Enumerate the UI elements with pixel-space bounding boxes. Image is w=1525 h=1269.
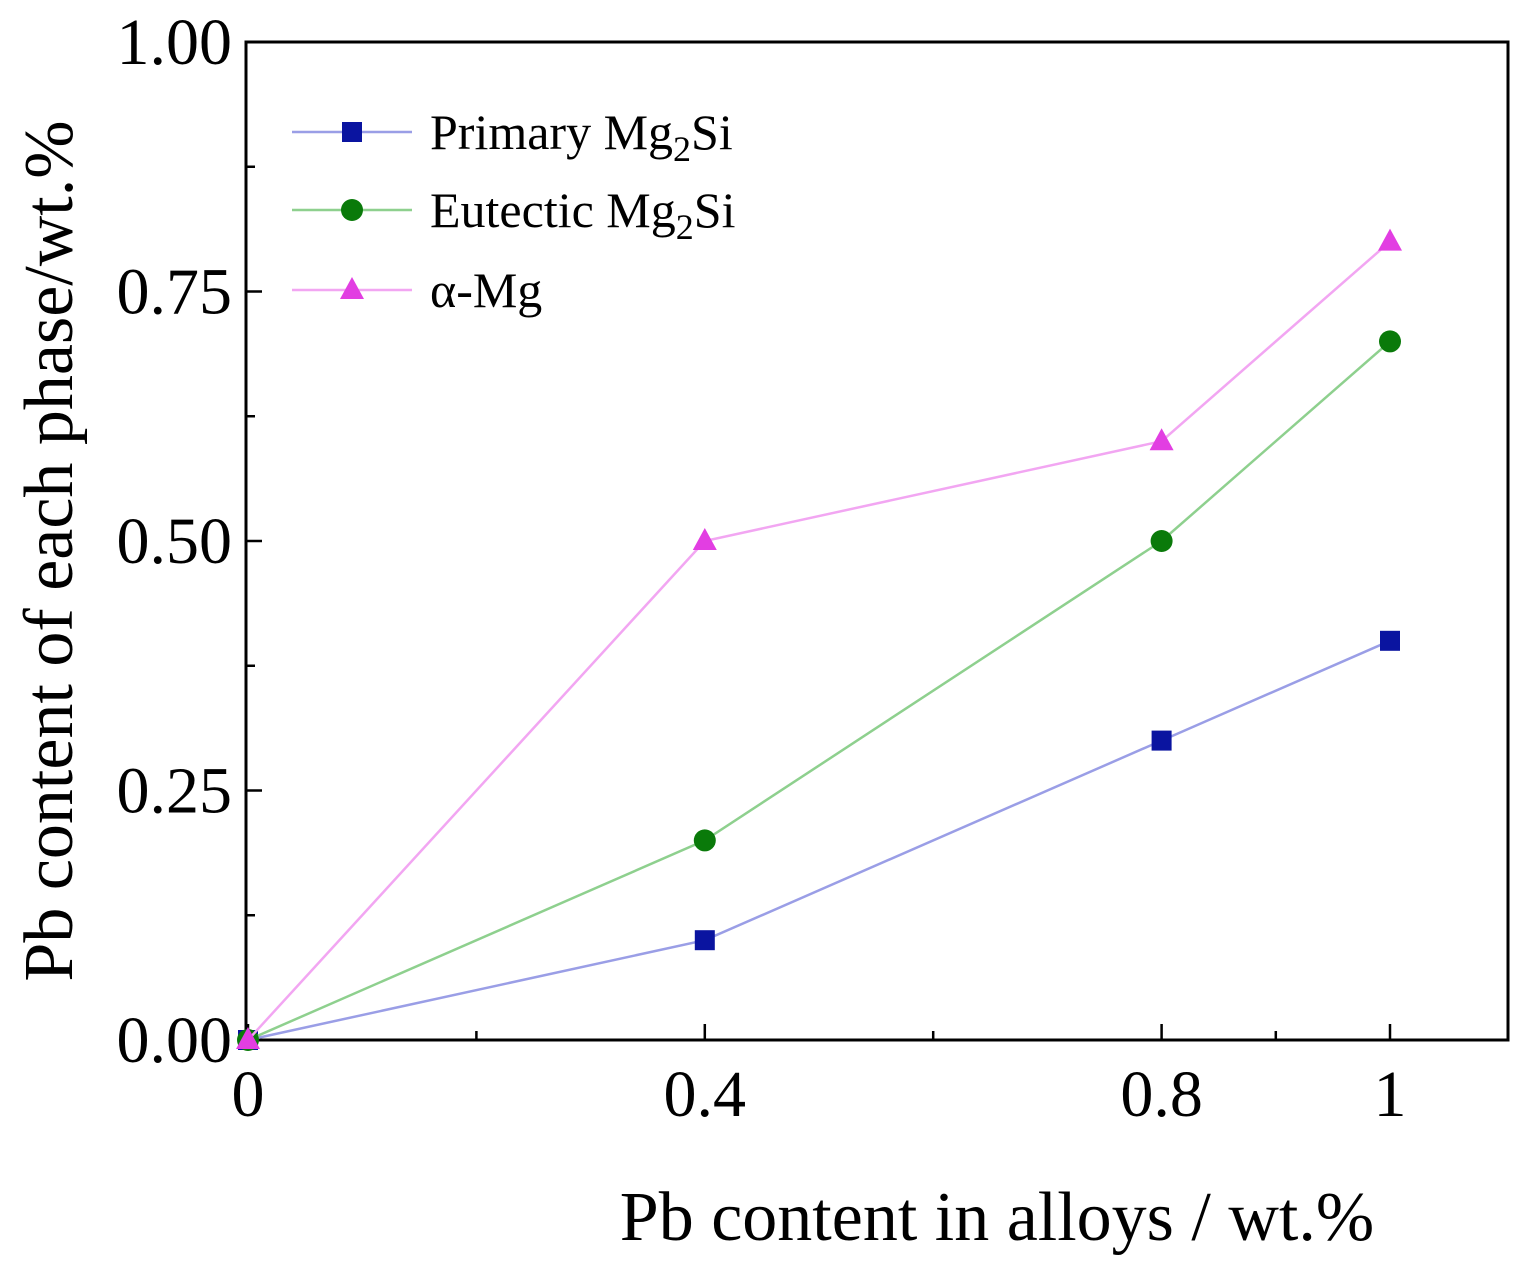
- data-point: [1151, 730, 1172, 751]
- legend-label: Eutectic Mg2Si: [430, 182, 735, 247]
- data-point: [1149, 428, 1174, 451]
- y-tick-label: 0.50: [117, 505, 233, 578]
- y-tick-label: 0.00: [117, 1004, 233, 1077]
- x-tick-label: 0.8: [1120, 1058, 1203, 1131]
- data-point: [1378, 228, 1402, 251]
- x-tick-label: 1: [1374, 1058, 1407, 1131]
- data-point: [693, 829, 716, 852]
- data-point: [236, 1027, 260, 1049]
- series-line-1: [247, 340, 1391, 1042]
- data-point: [692, 528, 717, 550]
- legend-item: Eutectic Mg2Si: [292, 182, 735, 247]
- y-tick-label: 0.75: [117, 256, 233, 329]
- y-tick-label: 0.25: [117, 755, 233, 828]
- data-point: [1380, 630, 1400, 651]
- series-line-2: [247, 240, 1391, 1041]
- data-point: [1150, 530, 1173, 552]
- legend-label: α-Mg: [430, 262, 542, 318]
- x-tick-label: 0.4: [664, 1058, 747, 1131]
- data-point: [694, 930, 715, 951]
- legend-label: Primary Mg2Si: [430, 104, 733, 169]
- data-point: [1379, 330, 1401, 353]
- legend-marker: [342, 122, 362, 142]
- y-axis-title: Pb content of each phase/wt.%: [11, 120, 88, 981]
- legend-item: α-Mg: [292, 262, 542, 318]
- x-tick-label: 0: [232, 1058, 265, 1131]
- legend-marker: [341, 199, 363, 221]
- y-tick-label: 1.00: [117, 6, 233, 79]
- legend-item: Primary Mg2Si: [292, 104, 733, 169]
- series-line-0: [247, 639, 1391, 1042]
- x-axis-title: Pb content in alloys / wt.%: [620, 1179, 1374, 1256]
- legend-marker: [340, 277, 364, 299]
